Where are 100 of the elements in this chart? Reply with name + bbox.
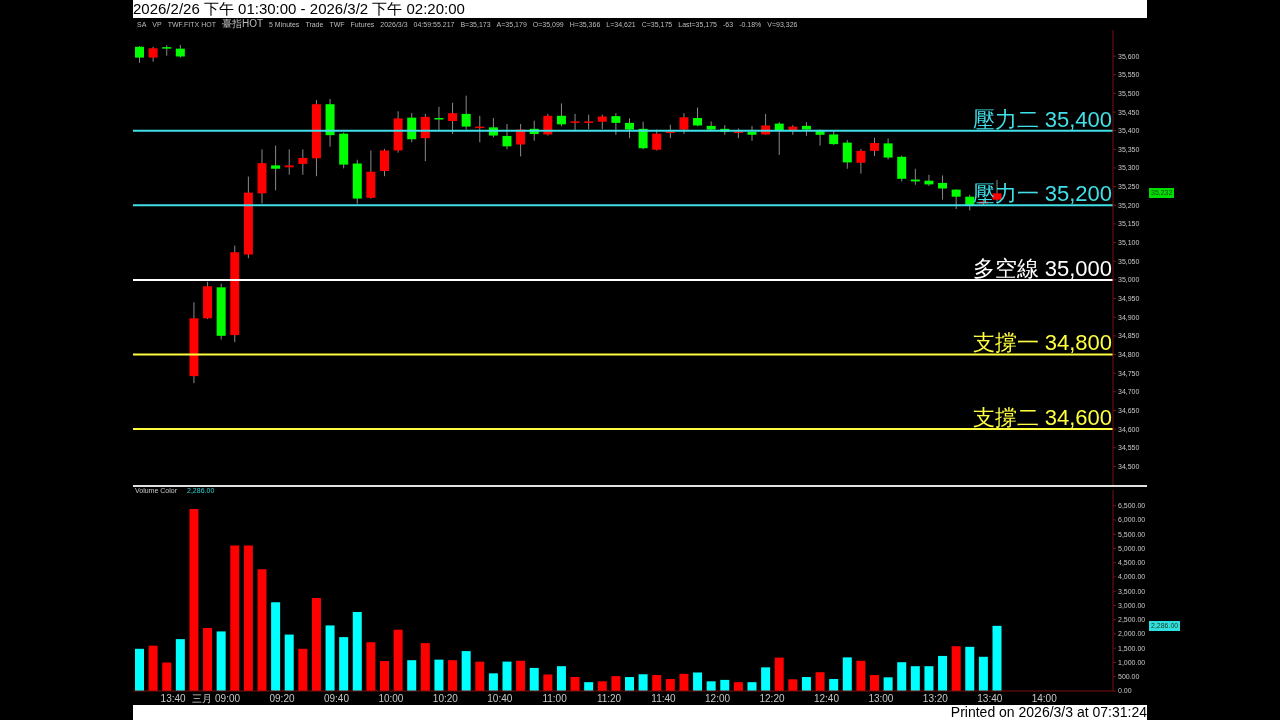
- bar: [665, 679, 675, 691]
- bar: [720, 679, 730, 691]
- bar: [556, 666, 566, 691]
- ref-line-label: 多空線 35,000: [972, 255, 1112, 281]
- x-tick-label: 13:00: [868, 692, 894, 704]
- bar: [203, 627, 213, 691]
- bar: [407, 660, 417, 691]
- x-tick-label: 12:40: [813, 692, 840, 704]
- bar: [135, 648, 144, 691]
- candlestick: [556, 102, 566, 127]
- candlestick: [380, 148, 389, 177]
- bar: [434, 659, 444, 691]
- bar: [529, 667, 539, 691]
- x-tick-label: 13:40: [977, 692, 1003, 704]
- x-tick-label: 10:20: [432, 692, 459, 704]
- bar: [747, 682, 757, 691]
- bar: [393, 629, 403, 691]
- candlestick: [679, 112, 689, 135]
- candlestick: [420, 113, 430, 162]
- bar: [815, 672, 825, 691]
- bar: [284, 634, 294, 691]
- bar: [625, 677, 634, 691]
- bar: [679, 673, 689, 691]
- bar: [638, 674, 648, 691]
- bar: [951, 646, 961, 691]
- bar: [162, 662, 172, 691]
- ref-line-label: 壓力二 35,400: [972, 106, 1112, 132]
- bar: [938, 655, 948, 691]
- bar: [420, 643, 430, 691]
- x-tick-label: 13:40: [160, 692, 187, 704]
- bar: [992, 625, 1002, 691]
- bar: [883, 677, 893, 691]
- ref-line-label: 支撐一 34,800: [972, 330, 1112, 356]
- x-tick-label: 三月: [192, 692, 213, 704]
- x-tick-label: 09:00: [215, 692, 241, 704]
- bar: [652, 675, 662, 691]
- x-tick-label: 09:20: [269, 692, 295, 704]
- bar: [475, 661, 485, 691]
- bar: [488, 673, 498, 691]
- bar: [257, 569, 267, 691]
- bar: [216, 631, 226, 691]
- bar: [924, 666, 934, 691]
- bar: [978, 656, 988, 691]
- candlestick: [448, 102, 458, 135]
- candlestick: [856, 148, 866, 175]
- bar: [611, 676, 621, 691]
- bar: [584, 682, 594, 691]
- bar: [597, 681, 607, 691]
- bar: [965, 646, 975, 691]
- x-tick-label: 13:20: [922, 692, 949, 704]
- candlestick: [611, 112, 621, 136]
- ref-line-label: 壓力一 35,200: [972, 181, 1112, 207]
- candlestick: [747, 125, 757, 142]
- bar: [516, 660, 526, 691]
- bar: [352, 612, 362, 691]
- candlestick: [271, 145, 281, 191]
- candlestick: [870, 137, 879, 157]
- x-tick-label: 11:40: [651, 692, 677, 704]
- bar: [148, 645, 158, 691]
- candlestick: [298, 148, 308, 176]
- bar: [325, 625, 335, 691]
- bar: [339, 637, 349, 691]
- bar: [243, 545, 253, 691]
- candlestick: [842, 139, 852, 170]
- bar: [856, 660, 866, 691]
- candlestick: [883, 138, 893, 160]
- bar: [842, 657, 852, 691]
- bar: [380, 661, 389, 691]
- bar: [461, 651, 471, 691]
- bar: [543, 674, 553, 691]
- bar: [175, 639, 185, 691]
- bar: [870, 675, 879, 691]
- bar: [897, 662, 907, 691]
- bar: [298, 648, 308, 691]
- x-tick-label: 14:00: [1031, 692, 1058, 704]
- candlestick: [162, 44, 172, 57]
- candlestick: [284, 148, 294, 176]
- bar: [910, 666, 920, 691]
- candlestick: [897, 155, 907, 182]
- bar: [761, 667, 771, 691]
- bar: [706, 681, 716, 691]
- x-tick-label: 09:40: [323, 692, 350, 704]
- bar: [448, 660, 458, 691]
- bar: [311, 598, 321, 691]
- bar: [801, 677, 811, 691]
- bar: [366, 642, 376, 691]
- candlestick: [938, 174, 948, 201]
- bar: [230, 545, 240, 691]
- candlestick: [570, 113, 580, 132]
- candlestick: [502, 123, 512, 150]
- x-tick-label: 12:20: [759, 692, 785, 704]
- x-tick-label: 11:20: [596, 692, 622, 704]
- x-tick-label: 11:00: [542, 692, 568, 704]
- x-tick-label: 12:00: [705, 692, 731, 704]
- bar: [693, 672, 703, 691]
- candlestick: [434, 106, 444, 131]
- bar: [774, 657, 784, 691]
- bar: [271, 602, 281, 691]
- candlestick: [693, 107, 703, 127]
- bar: [788, 679, 798, 691]
